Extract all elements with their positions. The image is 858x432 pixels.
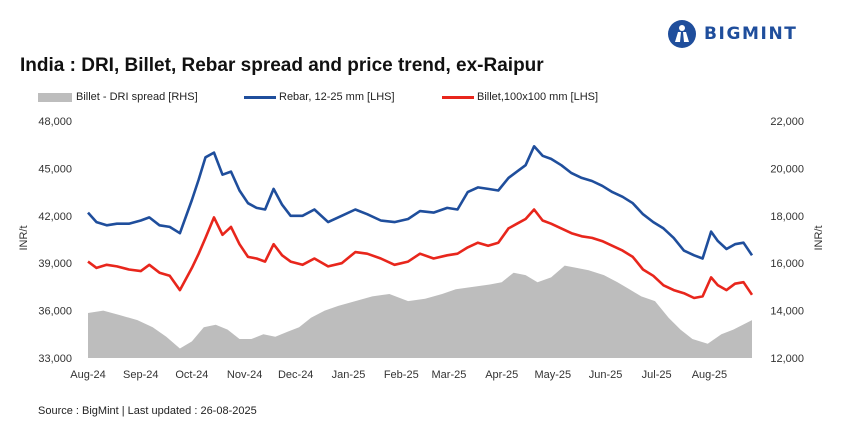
y-left-tick-label: 36,000	[38, 306, 72, 318]
y-axis-label-right: INR/t	[813, 225, 825, 250]
x-tick-label: Aug-25	[692, 369, 727, 381]
legend-swatch-billet	[442, 95, 474, 99]
series-line-rebar	[87, 145, 754, 260]
y-left-tick-label: 48,000	[38, 116, 72, 128]
y-left-tick-label: 42,000	[38, 211, 72, 223]
y-left-tick-label: 45,000	[38, 163, 72, 175]
x-tick-label: Nov-24	[227, 369, 262, 381]
legend-swatch-rebar	[244, 95, 276, 99]
y-left-tick-label: 33,000	[38, 353, 72, 365]
x-tick-label: Jun-25	[589, 369, 623, 381]
legend-label-billet: Billet,100x100 mm [LHS]	[477, 91, 599, 103]
y-right-tick-label: 12,000	[770, 353, 804, 365]
brand-name: BIGMINT	[704, 24, 798, 44]
series-line-billet	[87, 208, 754, 300]
x-tick-label: Jan-25	[332, 369, 366, 381]
y-left-tick-label: 39,000	[38, 258, 72, 270]
y-right-tick-label: 16,000	[770, 258, 804, 270]
series-area-spread	[88, 265, 752, 358]
x-tick-label: Feb-25	[384, 369, 419, 381]
brand-logo: BIGMINT	[667, 17, 798, 51]
legend-item-rebar: Rebar, 12-25 mm [LHS]	[244, 91, 395, 103]
chart-title: India : DRI, Billet, Rebar spread and pr…	[20, 55, 544, 76]
y-right-tick-label: 22,000	[770, 116, 804, 128]
y-right-tick-label: 18,000	[770, 211, 804, 223]
x-tick-label: May-25	[534, 369, 571, 381]
x-tick-label: Jul-25	[642, 369, 672, 381]
legend-label-spread: Billet - DRI spread [RHS]	[76, 91, 198, 103]
x-tick-label: Dec-24	[278, 369, 313, 381]
x-tick-label: Mar-25	[432, 369, 467, 381]
x-tick-label: Oct-24	[175, 369, 208, 381]
bigmint-logo-icon	[668, 20, 696, 48]
x-tick-label: Sep-24	[123, 369, 158, 381]
x-tick-label: Apr-25	[485, 369, 518, 381]
source-note: Source : BigMint | Last updated : 26-08-…	[38, 405, 257, 417]
y-right-tick-label: 14,000	[770, 306, 804, 318]
chart-legend: Billet - DRI spread [RHS] Rebar, 12-25 m…	[0, 91, 858, 105]
y-axis-label-left: INR/t	[18, 225, 30, 250]
y-right-tick-label: 20,000	[770, 163, 804, 175]
legend-label-rebar: Rebar, 12-25 mm [LHS]	[279, 91, 395, 103]
x-tick-label: Aug-24	[70, 369, 105, 381]
legend-swatch-spread	[38, 92, 72, 102]
legend-item-billet: Billet,100x100 mm [LHS]	[442, 91, 598, 103]
legend-item-spread: Billet - DRI spread [RHS]	[38, 91, 198, 103]
